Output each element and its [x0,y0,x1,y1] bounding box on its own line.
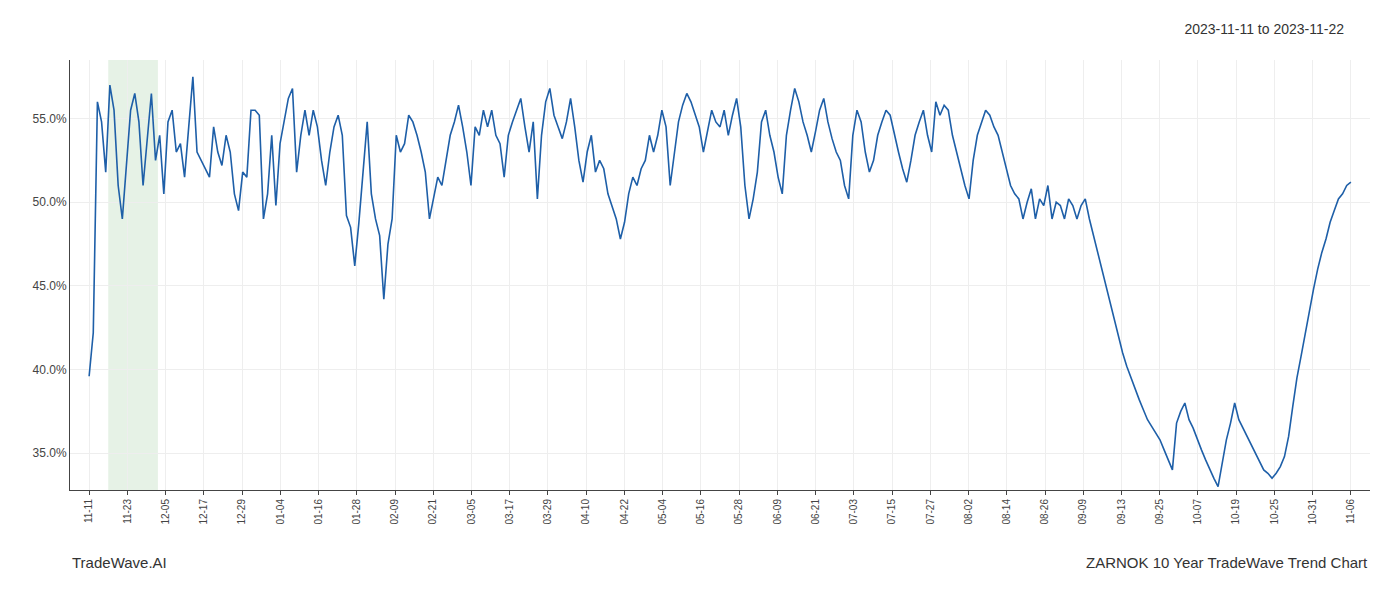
svg-text:02-21: 02-21 [427,499,438,525]
svg-text:03-17: 03-17 [504,499,515,525]
svg-text:09-25: 09-25 [1154,499,1165,525]
svg-text:11-06: 11-06 [1345,499,1356,524]
svg-text:03-29: 03-29 [542,499,553,525]
svg-text:06-09: 06-09 [772,499,783,525]
svg-text:55.0%: 55.0% [33,112,67,126]
svg-text:03-05: 03-05 [466,499,477,525]
svg-text:07-15: 07-15 [886,499,897,525]
svg-text:05-28: 05-28 [733,499,744,525]
svg-text:04-10: 04-10 [580,499,591,525]
svg-text:45.0%: 45.0% [33,279,67,293]
svg-text:05-16: 05-16 [695,499,706,525]
svg-text:50.0%: 50.0% [33,195,67,209]
svg-text:04-22: 04-22 [619,499,630,525]
svg-text:35.0%: 35.0% [33,446,67,460]
svg-text:ZARNOK 10 Year TradeWave Trend: ZARNOK 10 Year TradeWave Trend Chart [1086,554,1368,571]
svg-text:10-25: 10-25 [1269,499,1280,525]
svg-text:10-07: 10-07 [1192,499,1203,525]
svg-text:40.0%: 40.0% [33,363,67,377]
svg-text:12-29: 12-29 [236,499,247,525]
svg-text:01-04: 01-04 [275,499,286,525]
svg-text:08-14: 08-14 [1001,499,1012,525]
svg-text:08-02: 08-02 [963,499,974,525]
svg-text:12-05: 12-05 [160,499,171,525]
svg-text:12-17: 12-17 [198,499,209,525]
svg-text:10-31: 10-31 [1307,499,1318,525]
svg-text:11-23: 11-23 [122,499,133,524]
svg-text:TradeWave.AI: TradeWave.AI [72,554,167,571]
svg-text:01-28: 01-28 [351,499,362,525]
svg-text:09-09: 09-09 [1077,499,1088,525]
svg-text:02-09: 02-09 [389,499,400,525]
svg-text:07-27: 07-27 [925,499,936,525]
svg-text:2023-11-11 to 2023-11-22: 2023-11-11 to 2023-11-22 [1184,21,1344,37]
svg-text:11-11: 11-11 [83,499,94,524]
svg-text:09-13: 09-13 [1116,499,1127,525]
svg-text:06-21: 06-21 [810,499,821,525]
svg-text:10-19: 10-19 [1230,499,1241,525]
svg-text:07-03: 07-03 [848,499,859,525]
svg-text:01-16: 01-16 [313,499,324,525]
svg-text:05-04: 05-04 [657,499,668,525]
svg-text:08-26: 08-26 [1039,499,1050,525]
